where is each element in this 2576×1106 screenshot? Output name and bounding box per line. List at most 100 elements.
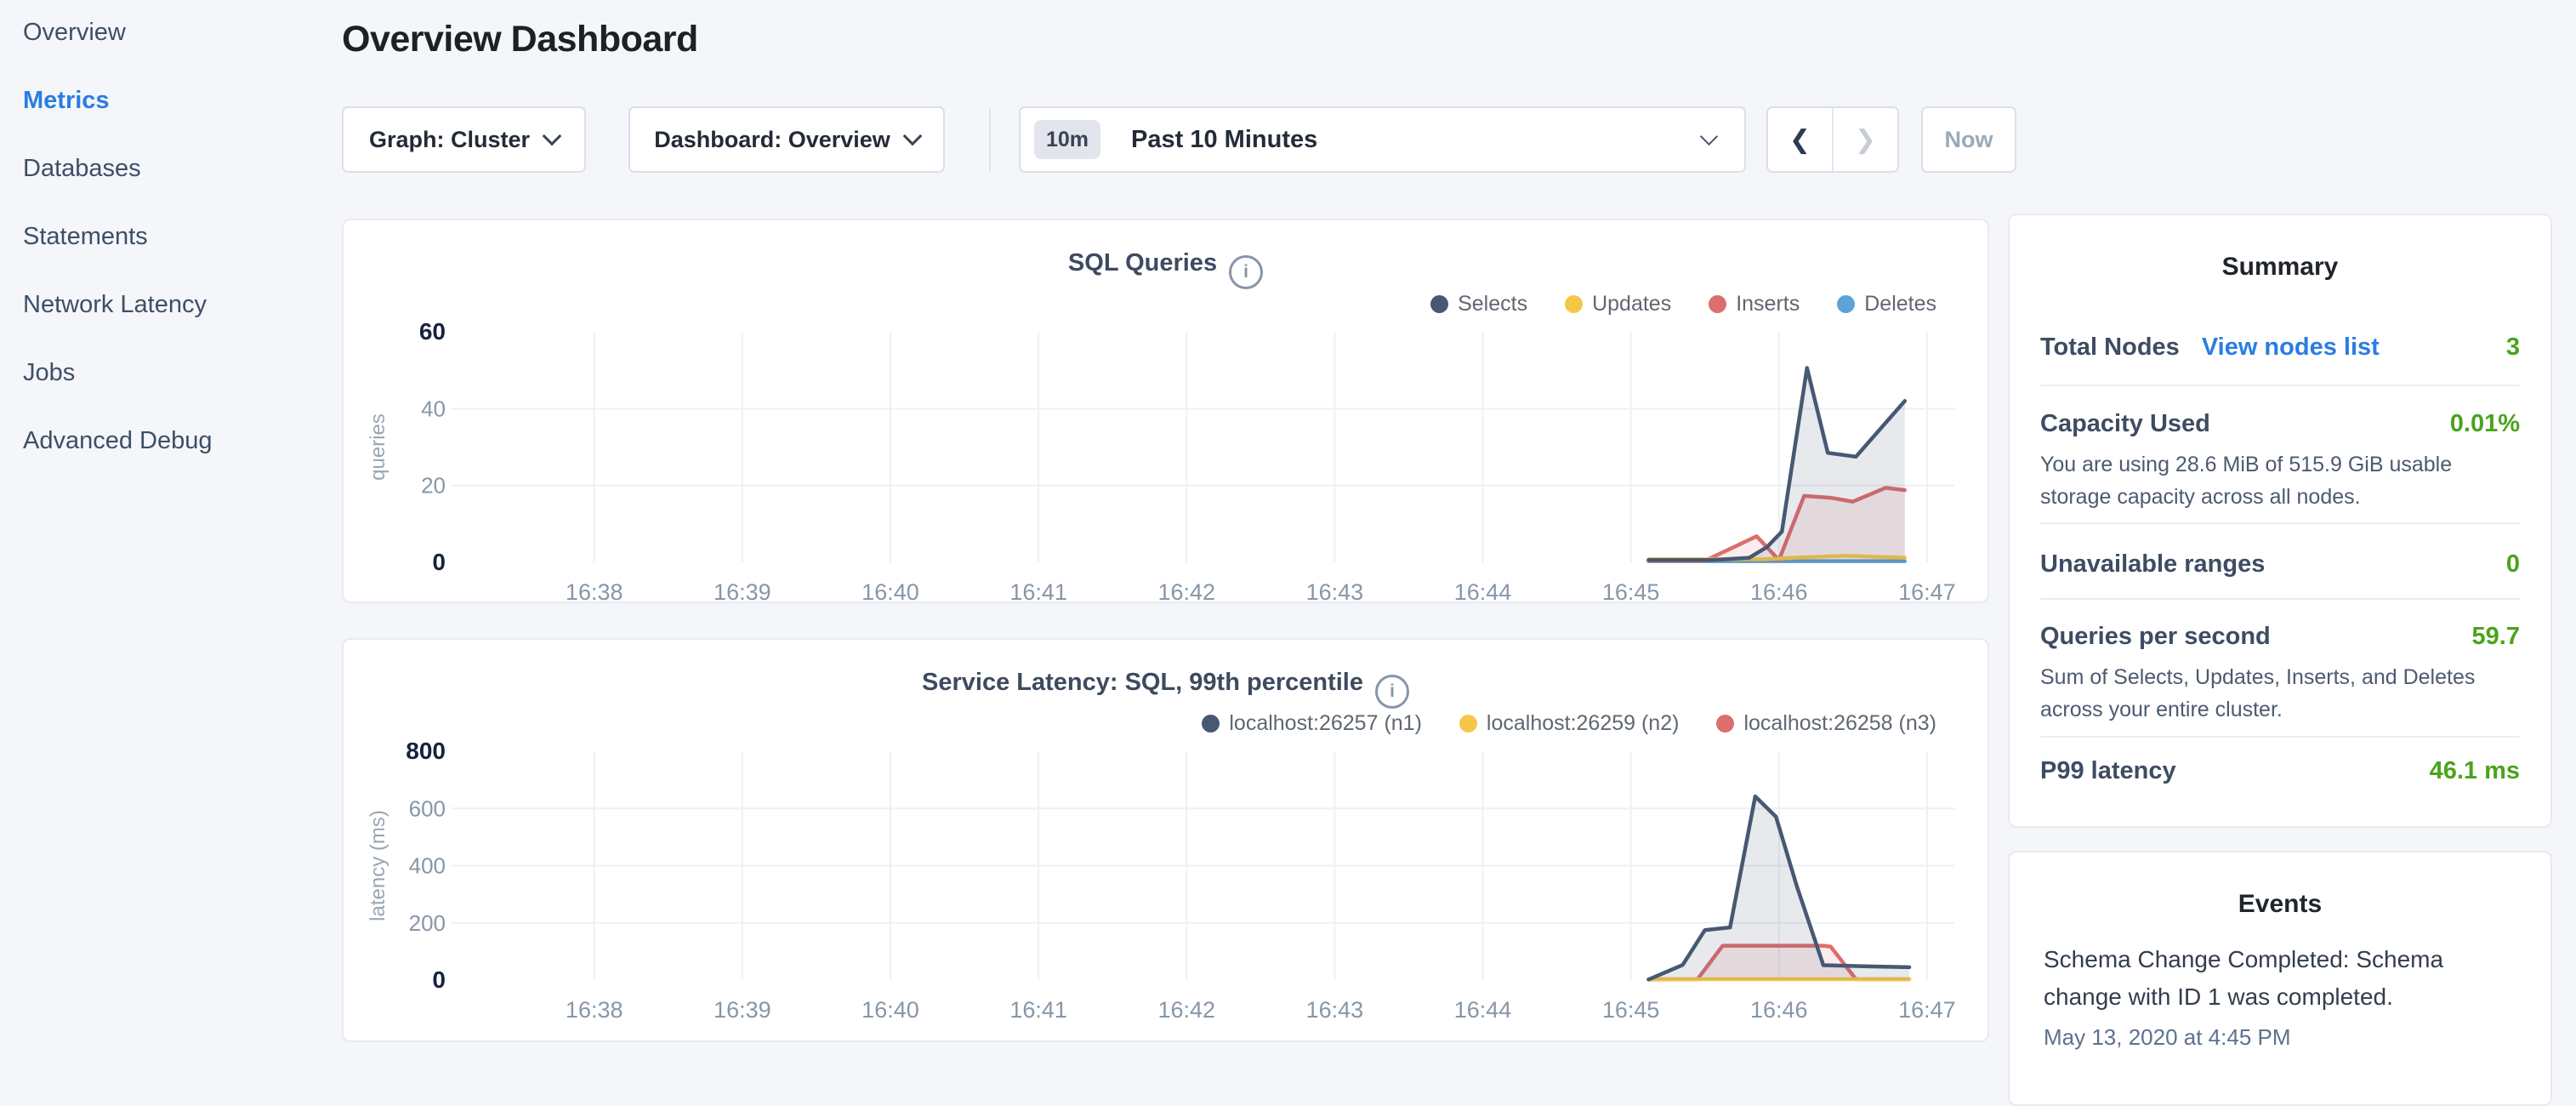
summary-row: P99 latency 46.1 ms (2040, 757, 2520, 785)
legend-item[interactable]: Updates (1565, 292, 1671, 316)
sql-queries-plot: 16:38 16:39 16:40 16:41 16:42 16:43 16:44 16:45… (367, 318, 1956, 601)
svg-text:0: 0 (432, 966, 446, 993)
svg-text:16:39: 16:39 (714, 997, 771, 1023)
svg-text:0: 0 (432, 549, 446, 575)
sidebar-item-overview[interactable]: Overview (23, 19, 126, 46)
svg-text:400: 400 (409, 853, 446, 879)
summary-row-label: Total Nodes (2040, 334, 2180, 361)
legend-item[interactable]: localhost:26259 (n2) (1459, 711, 1680, 736)
event-item[interactable]: Schema Change Completed: Schema change w… (2044, 941, 2469, 1051)
summary-divider (2040, 522, 2520, 524)
time-range-picker[interactable]: 10m Past 10 Minutes (1019, 106, 1746, 173)
chart-legend: localhost:26257 (n1) localhost:26259 (n2)… (1202, 711, 1936, 736)
legend-item[interactable]: Selects (1430, 292, 1527, 316)
time-next-button[interactable]: ❯ (1832, 108, 1897, 171)
chevron-down-icon (902, 126, 923, 146)
svg-text:16:42: 16:42 (1157, 579, 1215, 601)
svg-text:queries: queries (367, 413, 390, 481)
sidebar-item-statements[interactable]: Statements (23, 223, 148, 250)
sidebar-item-network-latency[interactable]: Network Latency (23, 291, 207, 318)
dashboard-dropdown-label: Dashboard: Overview (654, 126, 890, 152)
summary-row: Unavailable ranges 0 (2040, 550, 2520, 579)
chart-title: SQL Queries (1067, 249, 1218, 276)
svg-text:16:45: 16:45 (1602, 579, 1660, 601)
chevron-down-icon (542, 126, 562, 146)
summary-row-value: 0.01% (2449, 410, 2520, 437)
sidebar-item-databases[interactable]: Databases (23, 155, 141, 182)
legend-item[interactable]: localhost:26257 (n1) (1202, 711, 1422, 736)
legend-dot-icon (1709, 295, 1727, 313)
summary-row-value: 0 (2505, 550, 2520, 578)
legend-item[interactable]: Deletes (1837, 292, 1936, 316)
legend-label: localhost:26257 (n1) (1229, 711, 1422, 735)
svg-text:16:40: 16:40 (862, 997, 919, 1023)
view-nodes-list-link[interactable]: View nodes list (2201, 334, 2380, 361)
summary-row-value: 46.1 ms (2429, 757, 2520, 784)
summary-divider (2040, 385, 2520, 386)
svg-text:16:38: 16:38 (566, 997, 623, 1023)
info-icon[interactable]: i (1229, 255, 1264, 289)
svg-text:16:41: 16:41 (1009, 579, 1067, 601)
legend-item[interactable]: localhost:26258 (n3) (1716, 711, 1936, 736)
summary-row-description: You are using 28.6 MiB of 515.9 GiB usab… (2040, 453, 2453, 509)
time-range-badge: 10m (1034, 120, 1101, 159)
events-panel: Events Schema Change Completed: Schema c… (2008, 851, 2552, 1106)
legend-dot-icon (1202, 715, 1220, 733)
svg-text:16:42: 16:42 (1157, 997, 1215, 1023)
svg-text:16:46: 16:46 (1750, 997, 1808, 1023)
svg-text:20: 20 (421, 473, 446, 499)
svg-text:16:47: 16:47 (1898, 997, 1956, 1023)
chart-legend: Selects Updates Inserts Deletes (1430, 292, 1936, 316)
page-title: Overview Dashboard (342, 19, 698, 60)
sidebar-item-metrics[interactable]: Metrics (23, 87, 110, 114)
summary-row: Total Nodes View nodes list 3 (2040, 334, 2520, 362)
sidebar-item-jobs[interactable]: Jobs (23, 359, 76, 386)
event-text: Schema Change Completed: Schema change w… (2044, 946, 2444, 1010)
summary-row: Capacity Used 0.01% You are using 28.6 MiB… (2040, 410, 2520, 513)
svg-text:16:40: 16:40 (862, 579, 919, 601)
legend-label: Inserts (1736, 292, 1800, 316)
legend-dot-icon (1837, 295, 1856, 313)
svg-text:latency (ms): latency (ms) (367, 810, 390, 921)
summary-panel: Summary Total Nodes View nodes list 3 Capac… (2008, 214, 2552, 828)
summary-divider (2040, 736, 2520, 738)
summary-row-description: Sum of Selects, Updates, Inserts, and De… (2040, 665, 2476, 721)
svg-text:16:41: 16:41 (1009, 997, 1067, 1023)
svg-text:16:43: 16:43 (1306, 997, 1364, 1023)
service-latency-plot: 16:38 16:39 16:40 16:41 16:42 16:43 16:44 16:45… (367, 738, 1956, 1023)
svg-text:60: 60 (419, 318, 446, 345)
graph-dropdown[interactable]: Graph: Cluster (342, 106, 586, 173)
chart-title: Service Latency: SQL, 99th percentile (922, 669, 1363, 696)
legend-label: localhost:26258 (n3) (1743, 711, 1936, 735)
summary-row: Queries per second 59.7 Sum of Selects, Up… (2040, 623, 2520, 726)
legend-item[interactable]: Inserts (1709, 292, 1800, 316)
time-prev-button[interactable]: ❮ (1768, 108, 1832, 171)
svg-text:16:44: 16:44 (1454, 579, 1512, 601)
sidebar-item-advanced-debug[interactable]: Advanced Debug (23, 427, 213, 454)
summary-row-value: 59.7 (2471, 623, 2520, 650)
svg-text:600: 600 (409, 795, 446, 821)
chevron-down-icon (1699, 127, 1719, 145)
legend-label: Updates (1592, 292, 1672, 316)
legend-label: Deletes (1864, 292, 1936, 316)
summary-row-label: Capacity Used (2040, 410, 2210, 437)
legend-dot-icon (1459, 715, 1477, 733)
sidebar: Overview Metrics Databases Statements Networ… (0, 0, 342, 1052)
svg-text:16:44: 16:44 (1454, 997, 1512, 1023)
events-title: Events (2238, 890, 2323, 918)
legend-dot-icon (1565, 295, 1584, 313)
graph-dropdown-label: Graph: Cluster (368, 126, 531, 152)
now-button[interactable]: Now (1921, 106, 2016, 173)
dashboard-dropdown[interactable]: Dashboard: Overview (628, 106, 945, 173)
svg-text:16:47: 16:47 (1898, 579, 1956, 601)
summary-divider (2040, 598, 2520, 600)
svg-text:40: 40 (421, 396, 446, 421)
summary-row-value: 3 (2505, 334, 2520, 361)
legend-label: localhost:26259 (n2) (1486, 711, 1680, 735)
time-nav-group: ❮ ❯ (1766, 106, 1899, 173)
svg-text:16:46: 16:46 (1750, 579, 1808, 601)
svg-text:16:39: 16:39 (714, 579, 771, 601)
info-icon[interactable]: i (1374, 675, 1409, 709)
sql-queries-chart-card: SQL Queries i Selects Updates Inserts Delete… (342, 219, 1989, 603)
